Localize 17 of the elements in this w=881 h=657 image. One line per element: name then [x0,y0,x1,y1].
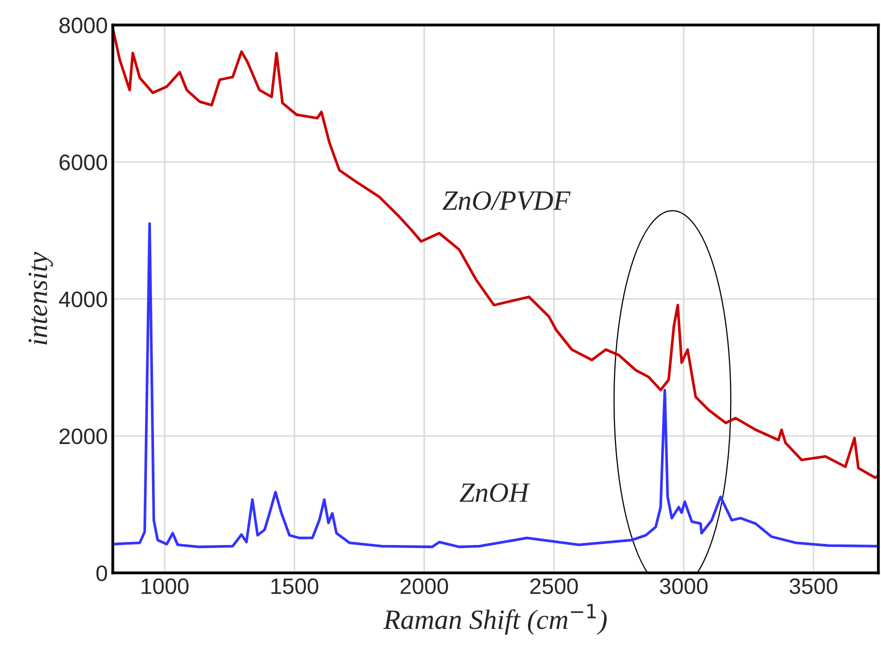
line-series [112,222,878,548]
x-axis-title: Raman Shift (cm$^{−1}$) [383,604,607,635]
y-tick-label: 2000 [60,428,108,444]
x-tick-label: 3000 [660,578,708,594]
x-tick-label: 2000 [400,578,448,594]
y-tick-label: 6000 [60,154,108,170]
line-series [112,27,878,480]
y-tick-label: 0 [96,565,108,582]
series-label: ZnO/PVDF [442,191,571,210]
x-tick-label: 3500 [790,578,838,594]
y-axis-title: intensity [28,252,53,344]
x-tick-label: 1000 [142,578,189,594]
series-label: ZnOH [460,483,530,502]
x-tick-label: 1500 [271,578,318,594]
y-tick-label: 8000 [59,18,108,34]
x-tick-label: 2500 [530,578,578,594]
y-tick-label: 4000 [58,291,108,308]
